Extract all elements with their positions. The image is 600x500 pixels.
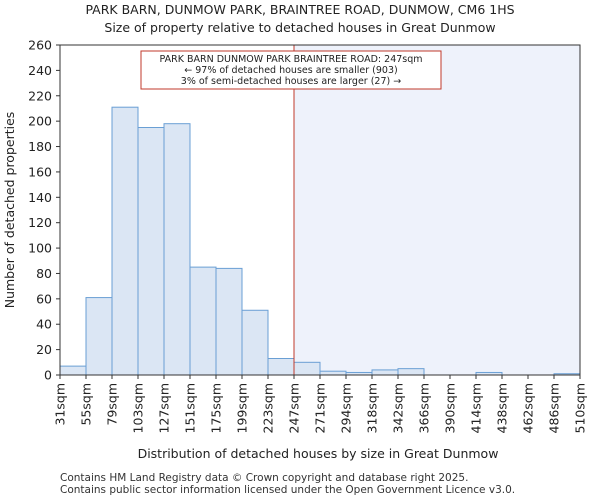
bar-31sqm (59, 365, 87, 376)
y-tick-label: 160 (28, 164, 52, 179)
x-axis-label: Distribution of detached houses by size … (138, 446, 499, 461)
bar-199sqm (241, 309, 269, 376)
x-tick-label: 318sqm (365, 383, 380, 433)
x-tick-label: 438sqm (495, 383, 510, 433)
y-tick-label: 180 (28, 139, 52, 154)
bar-223sqm (267, 358, 295, 376)
y-tick-label: 60 (36, 291, 52, 306)
x-tick-label: 103sqm (131, 383, 146, 433)
annotation-line-2: ← 97% of detached houses are smaller (90… (184, 65, 397, 76)
x-tick-label: 151sqm (183, 383, 198, 433)
x-tick-label: 510sqm (573, 383, 588, 433)
y-tick-label: 120 (28, 215, 52, 230)
y-tick-label: 0 (44, 368, 52, 383)
bar-103sqm (137, 127, 165, 376)
annotation-box: PARK BARN DUNMOW PARK BRAINTREE ROAD: 24… (140, 50, 442, 90)
bars (59, 106, 581, 376)
bar-151sqm (189, 266, 217, 376)
y-tick-label: 240 (28, 63, 52, 78)
x-tick-label: 342sqm (391, 383, 406, 433)
x-tick-label: 414sqm (469, 383, 484, 433)
y-tick-label: 260 (28, 38, 52, 53)
bar-247sqm (293, 361, 321, 376)
y-tick-labels: 0 20 40 60 80 100 120 140 160 180 200 220 240 260 (28, 38, 60, 383)
x-tick-label: 199sqm (235, 383, 250, 433)
chart-subtitle: Size of property relative to detached ho… (104, 20, 495, 35)
x-tick-label: 127sqm (157, 383, 172, 433)
x-tick-label: 247sqm (287, 383, 302, 433)
x-tick-label: 486sqm (547, 383, 562, 433)
x-tick-label: 271sqm (313, 383, 328, 433)
chart-title: PARK BARN, DUNMOW PARK, BRAINTREE ROAD, … (85, 2, 514, 17)
x-tick-label: 79sqm (105, 383, 120, 426)
annotation-line-3: 3% of semi-detached houses are larger (2… (181, 76, 401, 87)
bar-127sqm (163, 123, 191, 376)
annotation-line-1: PARK BARN DUNMOW PARK BRAINTREE ROAD: 24… (159, 54, 422, 65)
y-axis-label: Number of detached properties (2, 112, 17, 309)
y-tick-label: 200 (28, 114, 52, 129)
highlight-region (294, 45, 580, 375)
x-tick-label: 175sqm (209, 383, 224, 433)
bar-271sqm (319, 370, 347, 376)
x-tick-label: 223sqm (261, 383, 276, 433)
bar-318sqm (371, 369, 399, 376)
x-tick-label: 366sqm (417, 383, 432, 433)
footer-line-1: Contains HM Land Registry data © Crown c… (60, 472, 468, 484)
bar-79sqm (111, 106, 139, 376)
y-tick-label: 100 (28, 241, 52, 256)
x-tick-labels: 31sqm 55sqm 79sqm 103sqm 127sqm 151sqm 175sqm 1… (53, 375, 588, 433)
y-tick-label: 220 (28, 88, 52, 103)
bar-342sqm (397, 368, 425, 376)
x-tick-label: 462sqm (521, 383, 536, 433)
y-tick-label: 80 (36, 266, 52, 281)
bar-175sqm (215, 267, 243, 376)
y-tick-label: 140 (28, 190, 52, 205)
x-tick-label: 294sqm (339, 383, 354, 433)
y-tick-label: 40 (36, 317, 52, 332)
bar-55sqm (85, 297, 113, 376)
x-tick-label: 55sqm (79, 383, 94, 426)
footer-line-2: Contains public sector information licen… (60, 484, 515, 496)
y-tick-label: 20 (36, 342, 52, 357)
x-tick-label: 31sqm (53, 383, 68, 426)
x-tick-label: 390sqm (443, 383, 458, 433)
